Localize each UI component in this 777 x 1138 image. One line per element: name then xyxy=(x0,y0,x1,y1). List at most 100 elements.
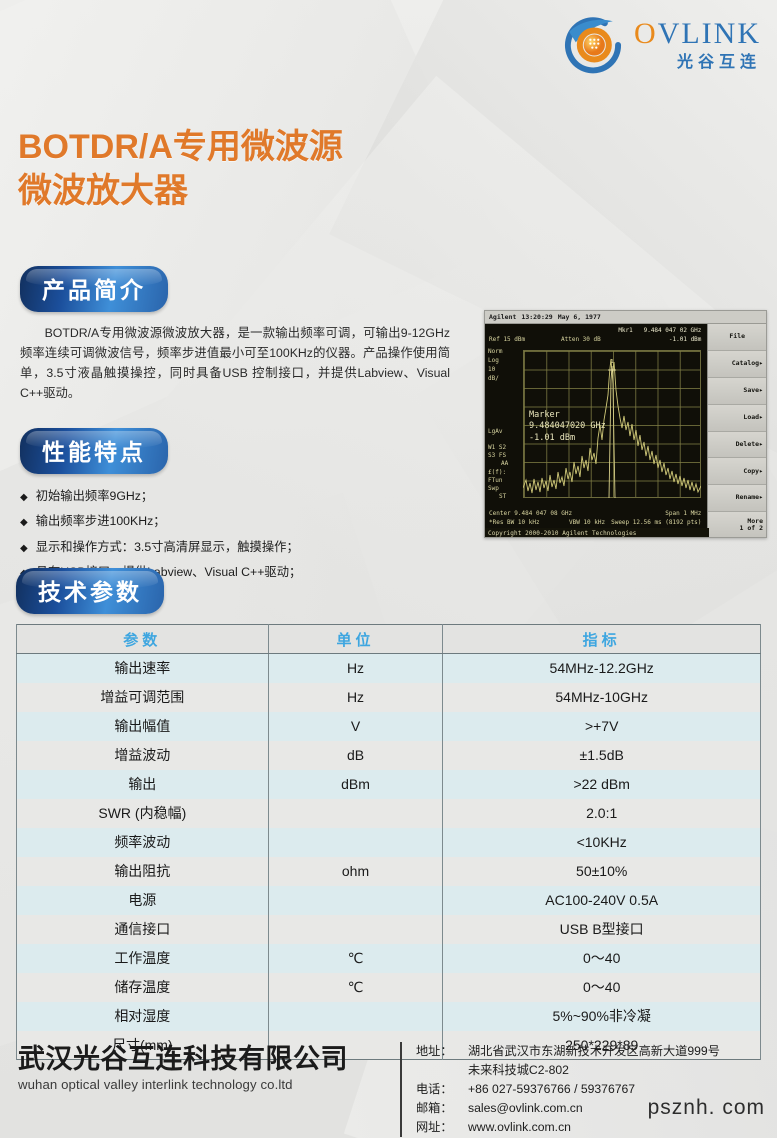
spectrum-date: May 6, 1977 xyxy=(557,313,601,321)
spec-unit xyxy=(267,827,444,857)
spec-value: 250*229*89 xyxy=(442,1030,761,1060)
contact-row: 电话： +86 027-59376766 / 59376767 xyxy=(416,1080,720,1099)
softkey-rename[interactable]: Rename▸ xyxy=(708,485,766,513)
spec-param: 输出阻抗 xyxy=(16,856,269,886)
softkey-save[interactable]: Save▸ xyxy=(708,377,766,405)
company-name-en: wuhan optical valley interlink technolog… xyxy=(18,1077,293,1093)
table-row: 尺寸(mm) 250*229*89 xyxy=(16,1030,761,1060)
spec-value: 0～40 xyxy=(442,943,761,973)
table-row: 输出速率 Hz 54MHz-12.2GHz xyxy=(16,653,761,683)
spec-value: 2.0:1 xyxy=(442,798,761,828)
logo-wordmark: OVLINK xyxy=(634,19,761,49)
spec-param: 输出 xyxy=(16,769,269,799)
svg-text:1: 1 xyxy=(610,359,613,365)
section-heading-specs: 技术参数 xyxy=(16,568,164,614)
spec-param: 输出速率 xyxy=(16,653,269,683)
softkey-file[interactable]: File xyxy=(708,324,766,351)
softkey-delete[interactable]: Delete▸ xyxy=(708,431,766,459)
softkey-copy[interactable]: Copy▸ xyxy=(708,458,766,486)
contact-value[interactable]: sales@ovlink.com.cn xyxy=(468,1100,583,1115)
spec-param: 增益可调范围 xyxy=(16,682,269,712)
contact-label: 地址： xyxy=(416,1044,453,1058)
footer-company-block: 武汉光谷互连科技有限公司 wuhan optical valley interl… xyxy=(18,1044,348,1092)
spec-param: 输出幅值 xyxy=(16,711,269,741)
specs-table: 参数 单位 指标 输出速率 Hz 54MHz-12.2GHz 增益可调范围 Hz 54MH… xyxy=(16,624,761,1060)
feature-text: 初始输出频率9GHz； xyxy=(35,489,154,503)
spec-param: 储存温度 xyxy=(16,972,269,1002)
page-title: BOTDR/A专用微波源 微波放大器 xyxy=(18,126,343,213)
logo-chinese-name: 光谷互连 xyxy=(676,54,761,71)
contact-label: 网址： xyxy=(416,1119,453,1134)
background-facet xyxy=(0,0,502,476)
table-row: 工作温度 ℃ 0～40 xyxy=(16,943,761,973)
spectrum-time: 13:20:29 xyxy=(521,313,553,321)
contact-row: 网址： www.ovlink.com.cn xyxy=(416,1118,720,1137)
spec-value: >+7V xyxy=(442,711,761,741)
softkey-more[interactable]: More 1 of 2 xyxy=(708,512,766,537)
title-line-1: BOTDR/A专用微波源 xyxy=(18,128,343,166)
spec-unit: Hz xyxy=(267,682,444,712)
spectrum-analyzer-screenshot: Agilent 13:20:29 May 6, 1977 Mkr1 9.484 … xyxy=(484,310,767,538)
diamond-bullet-icon: ◆ xyxy=(20,492,28,503)
spec-value: ±1.5dB xyxy=(442,740,761,770)
logo-text: OVLINK 光谷互连 xyxy=(634,19,761,71)
spectrum-vbw: VBW 10 kHz xyxy=(569,519,606,526)
spec-unit: ℃ xyxy=(267,943,444,973)
list-item: ◆ 输出频率步进100KHz； xyxy=(20,513,460,530)
logo-word-rest: VLINK xyxy=(657,17,761,50)
table-row: 通信接口 USB B型接口 xyxy=(16,914,761,944)
spec-unit xyxy=(267,885,444,915)
spectrum-marker-title: Marker xyxy=(529,410,560,420)
softkey-catalog[interactable]: Catalog▸ xyxy=(708,350,766,378)
spec-param: 频率波动 xyxy=(16,827,269,857)
contact-row: 邮箱： sales@ovlink.com.cn xyxy=(416,1099,720,1118)
spec-param: SWR (内稳幅) xyxy=(16,798,269,828)
contact-value: 未来科技城C2-802 xyxy=(468,1062,569,1077)
list-item: ◆ 显示和操作方式：3.5寸高清屏显示，触摸操作； xyxy=(20,539,460,556)
table-row: 增益波动 dB ±1.5dB xyxy=(16,740,761,770)
spec-value: AC100-240V 0.5A xyxy=(442,885,761,915)
spec-unit xyxy=(267,914,444,944)
spec-unit xyxy=(267,1030,444,1060)
feature-text: 显示和操作方式：3.5寸高清屏显示，触摸操作； xyxy=(35,539,299,554)
spectrum-center-freq: Center 9.484 047 08 GHz xyxy=(489,510,573,517)
softkey-load[interactable]: Load▸ xyxy=(708,404,766,432)
spec-value: >22 dBm xyxy=(442,769,761,799)
feature-text: 输出频率步进100KHz； xyxy=(35,514,166,529)
spec-value: 50±10% xyxy=(442,856,761,886)
section-heading-features: 性能特点 xyxy=(20,428,168,474)
company-name-cn: 武汉光谷互连科技有限公司 xyxy=(18,1044,348,1074)
spectrum-ref-level: Ref 15 dBm xyxy=(489,336,526,343)
contact-row: 地址：未来科技城C2-802 xyxy=(416,1061,720,1080)
footer-contact-block: 地址： 湖北省武汉市东湖新技术开发区高新大道999号地址：未来科技城C2-802电… xyxy=(400,1042,720,1137)
spectrum-grid xyxy=(523,350,701,498)
spectrum-res-bw: *Res BW 10 kHz xyxy=(489,519,540,526)
contact-label: 电话： xyxy=(416,1081,453,1096)
spectrum-softkey-menu: File Catalog▸ Save▸ Load▸ Delete▸ Copy▸ … xyxy=(707,324,766,537)
spectrum-attenuation: Atten 30 dB xyxy=(561,336,601,343)
spec-value: 54MHz-12.2GHz xyxy=(442,653,761,683)
contact-value[interactable]: www.ovlink.com.cn xyxy=(468,1119,571,1134)
table-row: 相对湿度 5%~90%非冷凝 xyxy=(16,1001,761,1031)
spectrum-vendor: Agilent xyxy=(489,313,517,321)
spectrum-sweep: Sweep 12.56 ms (8192 pts) xyxy=(611,519,702,526)
ovlink-logo-icon xyxy=(565,17,622,74)
spectrum-marker-amp: -1.01 dBm xyxy=(529,432,576,443)
spectrum-copyright: Copyright 2000-2010 Agilent Technologies xyxy=(485,528,709,537)
product-intro-section: 产品简介 BOTDR/A专用微波源微波放大器，是一款输出频率可调，可输出9-12… xyxy=(20,266,450,404)
spec-value: USB B型接口 xyxy=(442,914,761,944)
spec-value: <10KHz xyxy=(442,827,761,857)
spec-value: 0～40 xyxy=(442,972,761,1002)
spectrum-marker-readout: Mkr1 9.484 047 02 GHz xyxy=(618,327,702,334)
spec-param: 尺寸(mm) xyxy=(16,1030,269,1060)
spec-unit: V xyxy=(267,711,444,741)
contact-label: 邮箱： xyxy=(416,1100,453,1115)
list-item: ◆ 初始输出频率9GHz； xyxy=(20,488,460,505)
spectrum-body: Mkr1 9.484 047 02 GHz -1.01 dBm Ref 15 d… xyxy=(485,324,766,537)
watermark-text: psznh. com xyxy=(647,1096,765,1119)
spec-unit: ℃ xyxy=(267,972,444,1002)
diamond-bullet-icon: ◆ xyxy=(20,542,28,554)
table-row: 输出 dBm >22 dBm xyxy=(16,769,761,799)
spec-param: 电源 xyxy=(16,885,269,915)
